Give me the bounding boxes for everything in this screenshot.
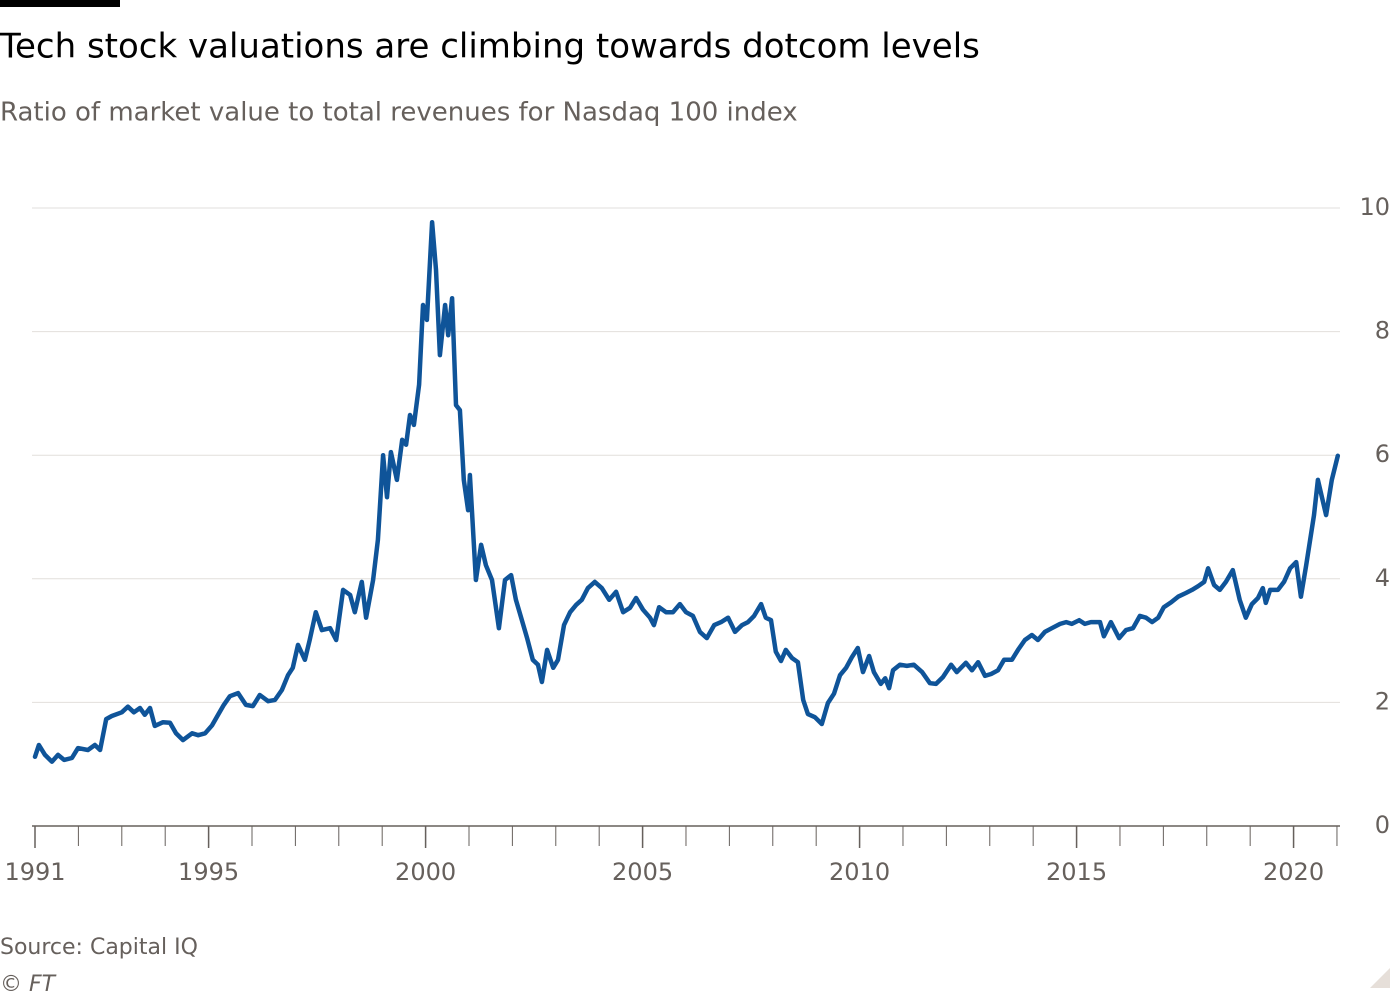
y-tick-label: 8 bbox=[1375, 317, 1390, 345]
credit: © FT bbox=[0, 972, 57, 997]
x-tick-label: 2020 bbox=[1263, 858, 1324, 886]
x-tick-label: 1991 bbox=[4, 858, 65, 886]
y-tick-label: 2 bbox=[1375, 687, 1390, 715]
y-tick-label: 4 bbox=[1375, 564, 1390, 592]
chart-title: Tech stock valuations are climbing towar… bbox=[0, 27, 980, 67]
x-tick-label: 2000 bbox=[395, 858, 456, 886]
x-tick-label: 2015 bbox=[1046, 858, 1107, 886]
series-line bbox=[32, 219, 1341, 764]
brand-bar bbox=[0, 0, 120, 7]
x-tick-label: 1995 bbox=[178, 858, 239, 886]
y-tick-label: 0 bbox=[1375, 811, 1390, 839]
y-tick-label: 6 bbox=[1375, 440, 1390, 468]
chart-subtitle: Ratio of market value to total revenues … bbox=[0, 98, 798, 128]
source: Source: Capital IQ bbox=[0, 935, 198, 960]
x-tick-label: 2005 bbox=[612, 858, 673, 886]
x-tick-label: 2010 bbox=[829, 858, 890, 886]
y-tick-label: 10 bbox=[1359, 193, 1390, 221]
corner-mark bbox=[1370, 968, 1390, 988]
